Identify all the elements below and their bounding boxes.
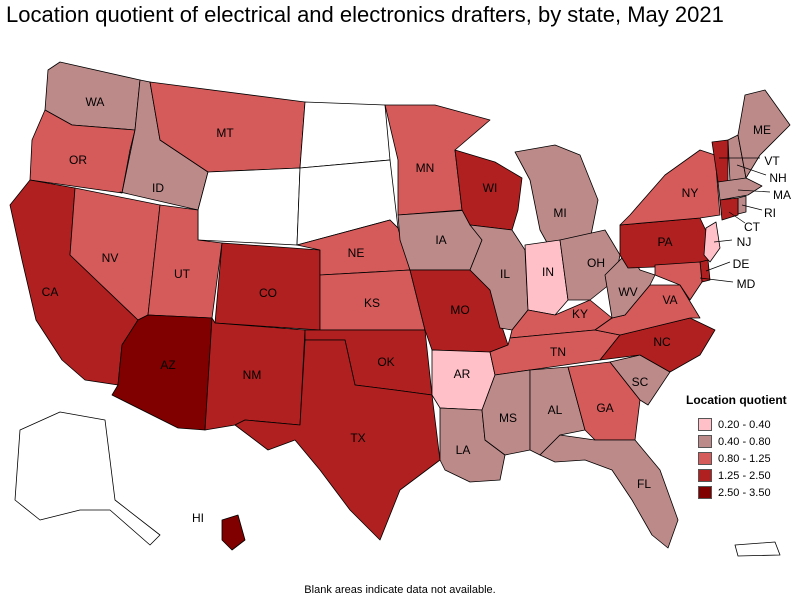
state-label-ut: UT (174, 267, 191, 281)
state-label-la: LA (456, 443, 471, 457)
leader-line-nj (713, 239, 733, 243)
leader-line-ma (737, 189, 771, 193)
legend-item: 0.80 - 1.25 (686, 450, 796, 467)
legend: Location quotient 0.20 - 0.40 0.40 - 0.80… (686, 393, 796, 501)
state-label-ca: CA (42, 285, 59, 299)
leader-line-ri (741, 204, 763, 211)
legend-swatch (698, 435, 712, 448)
state-ny (619, 149, 721, 226)
state-label-oh: OH (587, 256, 605, 270)
state-label-fl: FL (637, 477, 651, 491)
state-ak (14, 411, 161, 546)
legend-swatch (698, 418, 712, 431)
state-label-mi: MI (553, 206, 566, 220)
legend-swatch (698, 469, 712, 482)
legend-label: 0.80 - 1.25 (718, 452, 771, 465)
legend-item: 0.20 - 0.40 (686, 416, 796, 433)
leader-line-ct (728, 211, 746, 224)
legend-label: 1.25 - 2.50 (718, 469, 771, 482)
state-md (654, 261, 703, 301)
state-az (111, 314, 213, 431)
state-label-ok: OK (377, 355, 394, 369)
state-label-ia: IA (435, 233, 446, 247)
state-tx (234, 339, 441, 541)
legend-label: 0.20 - 0.40 (718, 418, 771, 431)
state-label-ks: KS (364, 296, 380, 310)
state-label-in: IN (542, 265, 554, 279)
state-label-ct: CT (744, 220, 761, 234)
state-label-hi: HI (192, 511, 204, 525)
leader-line-nh (736, 164, 767, 176)
state-label-tn: TN (550, 345, 566, 359)
state-label-or: OR (69, 153, 87, 167)
state-ct (719, 197, 739, 221)
state-ma (717, 177, 763, 201)
state-in (524, 239, 569, 316)
state-label-ma: MA (773, 188, 791, 202)
state-label-nj: NJ (737, 235, 752, 249)
state-label-va: VA (662, 293, 677, 307)
legend-label: 0.40 - 0.80 (718, 435, 771, 448)
state-sc (609, 354, 671, 406)
state-label-az: AZ (160, 358, 175, 372)
leader-line-de (705, 261, 731, 272)
state-label-ky: KY (572, 307, 588, 321)
state-label-wi: WI (483, 181, 498, 195)
legend-item: 0.40 - 0.80 (686, 433, 796, 450)
state-label-id: ID (152, 181, 164, 195)
state-label-mn: MN (416, 161, 435, 175)
state-label-co: CO (259, 286, 277, 300)
state-label-wv: WV (618, 285, 637, 299)
state-label-wa: WA (86, 95, 105, 109)
state-label-nh: NH (769, 171, 786, 185)
legend-swatch (698, 486, 712, 499)
state-label-md: MD (737, 277, 756, 291)
state-label-de: DE (733, 257, 750, 271)
state-label-ne: NE (348, 246, 365, 260)
state-label-il: IL (500, 267, 510, 281)
map-title: Location quotient of electrical and elec… (6, 2, 724, 27)
state-label-sc: SC (632, 375, 649, 389)
state-label-me: ME (753, 123, 771, 137)
state-mi (514, 144, 599, 249)
state-label-ms: MS (499, 411, 517, 425)
state-il (469, 224, 529, 331)
legend-item: 2.50 - 3.50 (686, 484, 796, 501)
state-label-nv: NV (102, 251, 119, 265)
footnote: Blank areas indicate data not available. (304, 584, 496, 596)
state-label-ny: NY (682, 186, 699, 200)
state-fl (539, 434, 679, 549)
state-wi (454, 149, 523, 231)
state-hi (221, 514, 246, 551)
state-or (29, 109, 136, 194)
legend-label: 2.50 - 3.50 (718, 486, 771, 499)
state-label-ar: AR (454, 367, 471, 381)
state-label-al: AL (548, 403, 563, 417)
state-label-nc: NC (653, 335, 671, 349)
legend-title: Location quotient (686, 393, 787, 407)
state-label-nm: NM (243, 368, 262, 382)
state-label-pa: PA (657, 235, 672, 249)
state-label-mo: MO (450, 303, 469, 317)
state-label-ri: RI (764, 206, 776, 220)
legend-swatch (698, 452, 712, 465)
state-label-ga: GA (596, 401, 613, 415)
state-nd (299, 101, 391, 169)
legend-item: 1.25 - 2.50 (686, 467, 796, 484)
state-pr (734, 541, 781, 557)
state-nj (703, 221, 721, 263)
state-label-tx: TX (350, 431, 365, 445)
state-wy (197, 167, 301, 246)
state-label-vt: VT (764, 154, 780, 168)
leader-line-md (699, 277, 734, 283)
state-label-mt: MT (216, 126, 234, 140)
